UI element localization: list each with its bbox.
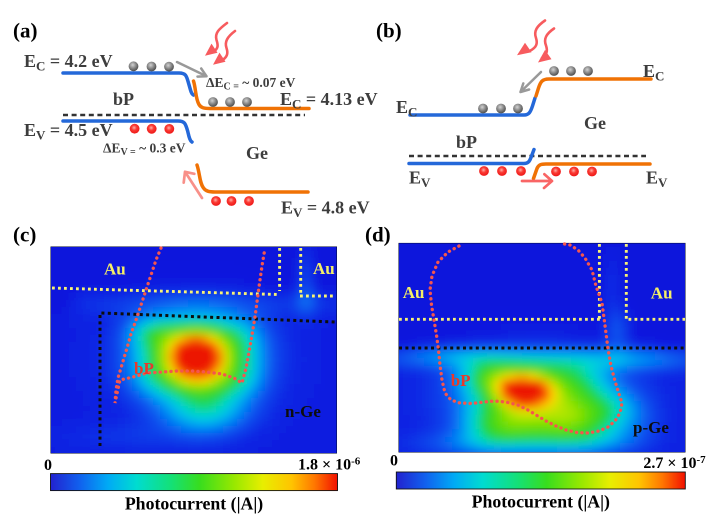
svg-text:2.7 × 10-7: 2.7 × 10-7	[643, 454, 706, 472]
svg-text:(d): (d)	[365, 223, 391, 247]
svg-text:Photocurrent (|A|): Photocurrent (|A|)	[472, 492, 610, 513]
svg-text:EC: EC	[396, 97, 417, 120]
svg-text:p-Ge: p-Ge	[633, 418, 669, 437]
svg-text:EV = 4.5 eV: EV = 4.5 eV	[24, 120, 113, 143]
svg-text:EC = 4.2 eV: EC = 4.2 eV	[24, 51, 113, 74]
svg-text:Au: Au	[104, 260, 126, 279]
svg-text:Photocurrent (|A|): Photocurrent (|A|)	[125, 494, 263, 515]
svg-text:1.8 × 10-6: 1.8 × 10-6	[298, 456, 361, 474]
svg-text:EV: EV	[409, 168, 431, 191]
svg-text:EV = 4.8 eV: EV = 4.8 eV	[281, 198, 370, 221]
svg-text:0: 0	[390, 453, 398, 470]
svg-text:Au: Au	[651, 284, 673, 303]
svg-text:0: 0	[44, 457, 52, 474]
svg-text:(c): (c)	[13, 223, 36, 247]
svg-text:Ge: Ge	[246, 143, 268, 163]
svg-text:EV: EV	[646, 168, 668, 191]
svg-text:bP: bP	[113, 89, 134, 109]
svg-text:Ge: Ge	[584, 113, 606, 133]
svg-text:EC = 4.13 eV: EC = 4.13 eV	[280, 89, 378, 112]
svg-text:bP: bP	[134, 359, 154, 378]
svg-text:n-Ge: n-Ge	[285, 402, 321, 421]
svg-text:(b): (b)	[376, 19, 402, 43]
svg-text:Au: Au	[403, 283, 425, 302]
svg-text:bP: bP	[451, 371, 471, 390]
svg-text:ΔEV = ~ 0.3 eV: ΔEV = ~ 0.3 eV	[103, 141, 186, 159]
svg-text:bP: bP	[456, 132, 477, 152]
svg-text:Au: Au	[313, 259, 335, 278]
svg-text:(a): (a)	[13, 19, 38, 43]
svg-text:EC: EC	[643, 61, 664, 84]
